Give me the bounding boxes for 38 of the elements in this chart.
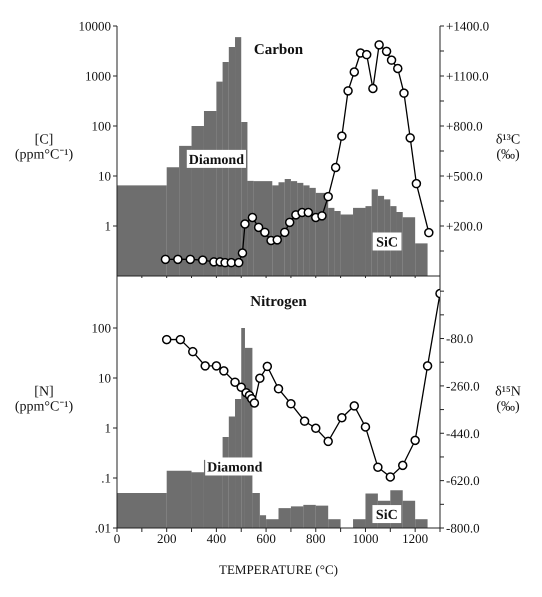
x-tick-label: 400 xyxy=(206,531,226,546)
y-tick-label: 1 xyxy=(104,218,111,234)
y2-axis-title: δ¹⁵N (‰) xyxy=(495,384,521,414)
annotation: Diamond xyxy=(188,152,244,168)
text: Nitrogen xyxy=(249,294,308,311)
y2-tick-label: -260.0 xyxy=(446,378,480,394)
y2-tick-label: +1400.0 xyxy=(446,18,490,34)
y-tick-label: 10 xyxy=(98,370,111,386)
y2-tick-label: +500.0 xyxy=(446,168,483,184)
y-tick-label: 10000 xyxy=(78,18,111,34)
y-tick-label: 100 xyxy=(92,118,111,134)
annotation: SiC xyxy=(376,508,398,524)
y-tick-label: 1 xyxy=(104,420,111,436)
y2-tick-label: +200.0 xyxy=(446,218,483,234)
y-axis-title: [C] (ppm°C⁻¹) xyxy=(14,132,74,162)
x-tick-label: 1000 xyxy=(352,531,378,546)
y2-tick-label: -800.0 xyxy=(446,520,480,536)
y-tick-label: .01 xyxy=(94,520,111,536)
y2-tick-label: +1100.0 xyxy=(446,68,489,84)
y-tick-label: 100 xyxy=(92,320,111,336)
y-axis-title: [N] (ppm°C⁻¹) xyxy=(14,384,74,414)
y2-tick-label: -80.0 xyxy=(446,331,474,346)
annotation: SiC xyxy=(376,235,398,250)
x-tick-label: 800 xyxy=(306,531,326,546)
y2-tick-label: -440.0 xyxy=(446,426,480,441)
text: Carbon xyxy=(252,42,304,59)
annotation: Diamond xyxy=(207,460,263,476)
y2-axis-title: δ¹³C (‰) xyxy=(496,132,520,162)
x-tick-label: 1200 xyxy=(402,531,428,546)
y-tick-label: .1 xyxy=(101,470,111,486)
y2-tick-label: +800.0 xyxy=(446,118,483,134)
y-tick-label: 1000 xyxy=(85,68,111,84)
x-axis-title: TEMPERATURE (°C) xyxy=(219,562,338,577)
x-tick-label: 0 xyxy=(114,531,120,546)
y-tick-label: 10 xyxy=(98,168,111,184)
x-tick-label: 600 xyxy=(256,531,276,546)
y2-tick-label: -620.0 xyxy=(446,473,480,488)
x-tick-label: 200 xyxy=(156,531,176,546)
